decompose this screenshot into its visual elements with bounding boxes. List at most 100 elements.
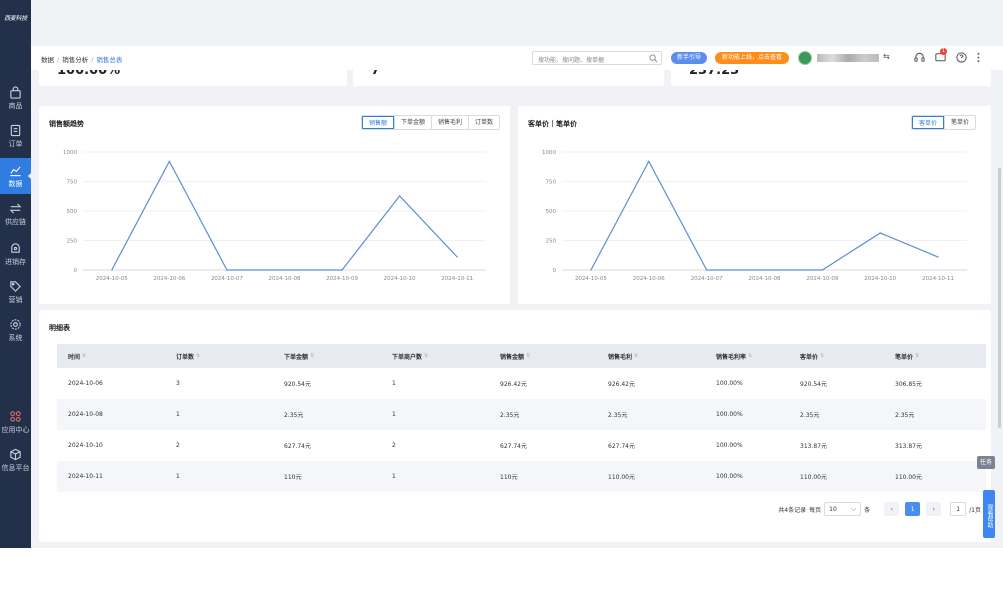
y-tick-label: 250 [546, 239, 557, 245]
sort-icon[interactable]: ⇅ [424, 353, 429, 359]
sidebar-item-supply-chain[interactable]: 供应链 [0, 196, 31, 232]
page-size-select[interactable]: 10 ⌵ [824, 502, 862, 516]
sort-icon[interactable]: ⇅ [196, 353, 201, 359]
total-records: 共4条记录 [778, 506, 807, 514]
page-jump-input[interactable]: 1 [950, 502, 967, 516]
table-body: 2024-10-06 3 920.54元 1 926.42元 926.42元 100.00%… [57, 368, 986, 492]
search-input[interactable]: 搜功能、搜问题、搜单据 [532, 51, 662, 65]
sidebar-item-info-platform[interactable]: 信息平台 [0, 442, 31, 478]
sort-icon[interactable]: ⇅ [526, 353, 531, 359]
sort-icon[interactable]: ⇅ [915, 353, 920, 359]
avatar[interactable] [798, 51, 812, 65]
table-cell: 2 [392, 442, 396, 449]
data-point [283, 269, 286, 271]
table-cell: 1 [392, 473, 396, 480]
sidebar: 西麦科技 商品 订单 数据 供应链 进销存 营销 系统 [0, 0, 32, 548]
sidebar-item-label: 商品 [8, 101, 23, 110]
sidebar-item-marketing[interactable]: 营销 [0, 274, 31, 310]
sort-icon[interactable]: ⇅ [82, 353, 87, 359]
y-tick-label: 500 [67, 209, 78, 215]
table-cell: 920.54元 [284, 381, 311, 388]
y-tick-label: 0 [74, 268, 78, 274]
y-tick-label: 250 [67, 239, 78, 245]
tab-order-price[interactable]: 笔单价 [943, 116, 975, 129]
page-total: /1页 [969, 506, 981, 514]
table-cell: 306.85元 [895, 381, 922, 388]
sidebar-item-label: 系统 [8, 333, 23, 342]
y-tick-label: 1000 [63, 150, 77, 156]
tab-gross-profit[interactable]: 销售毛利 [430, 116, 468, 129]
price-tabs: 客单价 笔单价 [910, 115, 976, 130]
table-header: 时间 ⇅ 订单数 ⇅ 下单金额 ⇅ 下单商户数 ⇅ 销售金额 ⇅ 销售毛利 ⇅ 销售毛利率 ⇅ 客单价 ⇅ 笔单… [57, 344, 986, 368]
breadcrumb: 数据 / 销售分析 / 销售总表 [41, 56, 123, 64]
breadcrumb-item[interactable]: 数据 [41, 56, 54, 64]
sidebar-item-label: 营销 [8, 295, 23, 304]
column-header[interactable]: 客单价 ⇅ [789, 344, 884, 368]
sidebar-item-system[interactable]: 系统 [0, 312, 31, 348]
table-cell: 2024-10-11 [68, 473, 103, 480]
search-icon[interactable] [649, 54, 658, 63]
tab-order-amount[interactable]: 下单金额 [393, 116, 431, 129]
column-header[interactable]: 销售毛利率 ⇅ [705, 344, 789, 368]
help-icon[interactable] [955, 51, 968, 64]
table-cell: 313.87元 [800, 443, 827, 450]
x-tick-label: 2024-10-06 [153, 276, 185, 282]
more-icon[interactable] [972, 51, 985, 64]
table-cell: 110.00元 [608, 474, 635, 481]
data-point [399, 195, 401, 197]
guide-button[interactable]: 新手引导 [671, 52, 707, 64]
sidebar-item-data[interactable]: 数据 [0, 158, 32, 194]
sales-trend-chart: 1000 750 500 250 0 2024-10-05 2024-10-06 2024-1… [63, 150, 486, 282]
column-header[interactable]: 订单数 ⇅ [165, 344, 273, 368]
x-tick-label: 2024-10-10 [864, 276, 896, 282]
new-feature-button[interactable]: 新功能上线，点击查看 [715, 52, 789, 64]
column-header[interactable]: 笔单价 ⇅ [884, 344, 986, 368]
panel-title: 客单价｜笔单价 [528, 120, 577, 128]
cube-icon [10, 448, 21, 460]
sidebar-item-inventory[interactable]: 进销存 [0, 236, 31, 272]
table-row: 2024-10-10 2 627.74元 2 627.74元 627.74元 100.00%… [57, 430, 986, 461]
prev-page-button[interactable]: ‹ [884, 502, 900, 516]
sort-icon[interactable]: ⇅ [634, 353, 639, 359]
y-tick-label: 500 [546, 209, 557, 215]
column-header[interactable]: 销售毛利 ⇅ [597, 344, 705, 368]
column-header-label: 下单商户数 [392, 353, 423, 361]
data-point [763, 269, 766, 271]
sidebar-item-goods[interactable]: 商品 [0, 80, 31, 116]
sort-icon[interactable]: ⇅ [310, 353, 315, 359]
column-header[interactable]: 时间 ⇅ [57, 344, 165, 368]
logo: 西麦科技 [4, 14, 27, 22]
column-header[interactable]: 下单商户数 ⇅ [381, 344, 489, 368]
sidebar-item-label: 应用中心 [1, 425, 30, 434]
column-header[interactable]: 销售金额 ⇅ [489, 344, 597, 368]
sort-icon[interactable]: ⇅ [820, 353, 825, 359]
scrollbar[interactable] [998, 168, 1001, 428]
table-cell: 3 [176, 380, 180, 387]
x-tick-label: 2024-10-10 [384, 276, 416, 282]
next-page-button[interactable]: › [926, 502, 942, 516]
table-cell: 2.35元 [800, 412, 820, 419]
table-cell: 1 [392, 380, 396, 387]
sort-icon[interactable]: ⇅ [748, 353, 753, 359]
tag-icon [10, 280, 21, 292]
x-tick-label: 2024-10-07 [691, 276, 723, 282]
tab-sales[interactable]: 销售额 [361, 116, 394, 129]
breadcrumb-item[interactable]: 销售分析 [62, 56, 89, 64]
x-tick-label: 2024-10-09 [326, 276, 358, 282]
detail-panel: 明细表 时间 ⇅ 订单数 ⇅ 下单金额 ⇅ 下单商户数 ⇅ 销售金额 ⇅ 销售毛利 ⇅ 销售毛利率 ⇅ 客单… [39, 310, 991, 542]
page-button[interactable]: 1 [905, 502, 921, 516]
customer-service-icon[interactable] [913, 51, 926, 64]
task-float-button[interactable]: 任务 [977, 456, 995, 469]
active-indicator [28, 172, 32, 180]
search-placeholder: 搜功能、搜问题、搜单据 [538, 57, 605, 64]
sidebar-item-app-center[interactable]: 应用中心 [0, 404, 31, 440]
tab-order-count[interactable]: 订单数 [467, 116, 499, 129]
help-video-float-button[interactable]: 观看帮助 [983, 490, 995, 538]
sidebar-item-label: 订单 [8, 139, 23, 148]
swap-icon[interactable]: ⇆ [883, 52, 890, 61]
column-header[interactable]: 下单金额 ⇅ [273, 344, 381, 368]
sidebar-item-orders[interactable]: 订单 [0, 118, 31, 154]
x-tick-label: 2024-10-07 [211, 276, 243, 282]
tab-customer-price[interactable]: 客单价 [911, 116, 944, 129]
user-name-blurred[interactable] [817, 54, 879, 62]
